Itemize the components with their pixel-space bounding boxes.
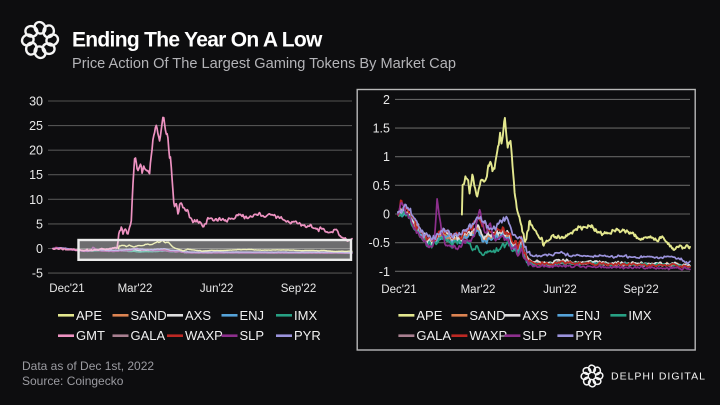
- svg-text:Jun'22: Jun'22: [543, 284, 577, 296]
- svg-text:APE: APE: [416, 308, 442, 323]
- svg-text:GALA: GALA: [416, 328, 451, 343]
- svg-text:ENJ: ENJ: [240, 308, 265, 323]
- svg-text:25: 25: [29, 119, 43, 133]
- svg-text:Dec'21: Dec'21: [381, 284, 416, 296]
- svg-text:5: 5: [36, 217, 43, 231]
- svg-text:1: 1: [383, 150, 390, 164]
- svg-text:GMT: GMT: [76, 328, 105, 343]
- svg-text:-5: -5: [32, 267, 43, 281]
- svg-text:IMX: IMX: [628, 308, 651, 323]
- svg-text:0: 0: [36, 242, 43, 256]
- svg-text:10: 10: [29, 193, 43, 207]
- svg-text:Mar'22: Mar'22: [461, 284, 496, 296]
- svg-text:20: 20: [29, 144, 43, 158]
- svg-text:0.5: 0.5: [373, 179, 390, 193]
- svg-text:2: 2: [383, 93, 390, 107]
- svg-text:ENJ: ENJ: [575, 308, 600, 323]
- svg-text:WAXP: WAXP: [185, 328, 223, 343]
- svg-text:15: 15: [29, 168, 43, 182]
- svg-text:30: 30: [29, 95, 43, 109]
- svg-text:DELPHI DIGITAL: DELPHI DIGITAL: [611, 371, 706, 383]
- svg-text:AXS: AXS: [522, 308, 548, 323]
- svg-text:Jun'22: Jun'22: [200, 283, 234, 295]
- svg-text:Data as of Dec 1st, 2022: Data as of Dec 1st, 2022: [22, 359, 154, 373]
- svg-text:SLP: SLP: [522, 328, 547, 343]
- svg-text:SAND: SAND: [131, 308, 167, 323]
- svg-text:-1: -1: [379, 265, 390, 279]
- svg-text:SAND: SAND: [469, 308, 505, 323]
- svg-text:AXS: AXS: [185, 308, 211, 323]
- svg-text:SLP: SLP: [240, 328, 265, 343]
- svg-text:PYR: PYR: [575, 328, 602, 343]
- svg-text:Sep'22: Sep'22: [281, 283, 316, 295]
- svg-text:Source: Coingecko: Source: Coingecko: [22, 374, 124, 388]
- svg-text:Price Action Of The Largest Ga: Price Action Of The Largest Gaming Token…: [72, 56, 456, 72]
- svg-text:Mar'22: Mar'22: [118, 283, 153, 295]
- svg-text:0: 0: [383, 208, 390, 222]
- svg-text:Sep'22: Sep'22: [623, 284, 658, 296]
- svg-text:Dec'21: Dec'21: [49, 283, 84, 295]
- svg-text:IMX: IMX: [294, 308, 317, 323]
- svg-text:GALA: GALA: [131, 328, 166, 343]
- svg-text:-0.5: -0.5: [368, 236, 390, 250]
- svg-text:APE: APE: [76, 308, 102, 323]
- svg-text:Ending The Year On A Low: Ending The Year On A Low: [72, 29, 323, 52]
- svg-text:WAXP: WAXP: [469, 328, 507, 343]
- svg-text:PYR: PYR: [294, 328, 321, 343]
- svg-text:1.5: 1.5: [373, 122, 390, 136]
